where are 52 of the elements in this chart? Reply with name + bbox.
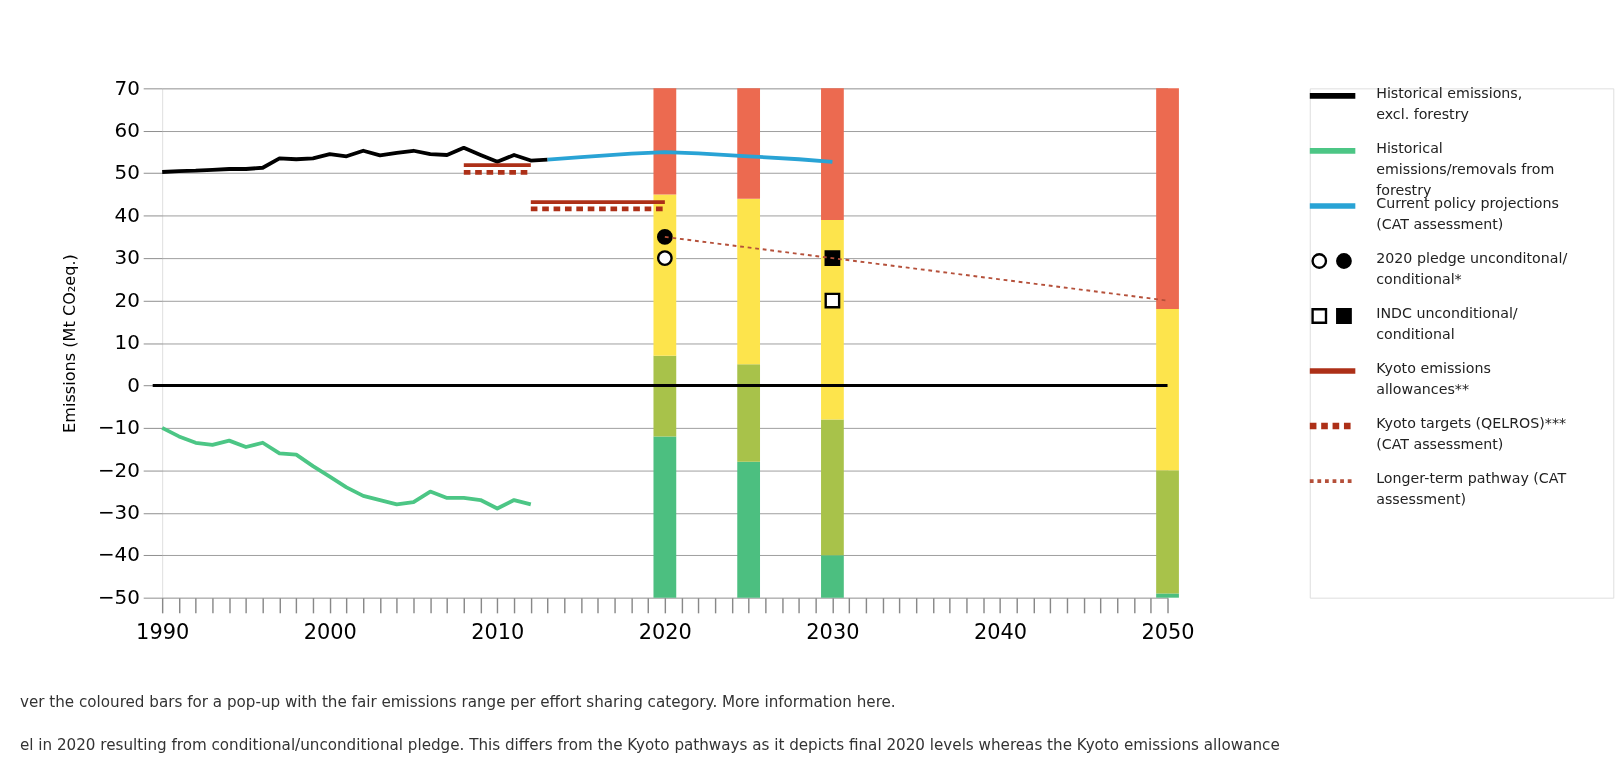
x-tick-label: 2020 xyxy=(638,619,692,644)
y-tick-label: −20 xyxy=(97,458,140,482)
x-tick-label: 2010 xyxy=(471,619,525,644)
y-tick-label: 20 xyxy=(114,288,140,312)
bar xyxy=(821,419,844,556)
bar xyxy=(821,555,844,598)
bar xyxy=(821,88,844,220)
bar xyxy=(653,88,677,195)
y-tick-label: −30 xyxy=(97,500,140,524)
y-tick-label: 10 xyxy=(114,331,140,355)
y-axis-title: Emissions (Mt CO₂eq.) xyxy=(60,254,80,433)
y-tick-label: −40 xyxy=(97,543,140,567)
x-tick-label: 2050 xyxy=(1141,619,1195,644)
y-tick-label: 30 xyxy=(114,246,140,270)
point xyxy=(824,292,841,309)
y-tick-label: 40 xyxy=(114,203,140,227)
bar xyxy=(653,355,677,437)
x-tick-label: 1990 xyxy=(136,619,190,644)
x-tick-label: 2040 xyxy=(973,619,1027,644)
legend-label: Historical emissions, excl. forestry xyxy=(1376,84,1523,122)
text: ver the coloured bars for a pop-up with the fair emissions range per effort sharing category. More information here. xyxy=(19,692,896,711)
legend-label: Longer-term pathway (CAT assessment) xyxy=(1376,469,1567,507)
legend-label: 2020 pledge unconditonal/ conditional* xyxy=(1376,249,1568,287)
bar xyxy=(821,219,844,420)
y-tick-label: 60 xyxy=(114,118,140,142)
legend-label: INDC unconditional/ conditional xyxy=(1376,304,1518,342)
line-series xyxy=(545,150,835,164)
bar xyxy=(737,198,761,365)
bar xyxy=(1156,88,1179,310)
bar xyxy=(653,436,677,598)
legend-label: Historical emissions/removals from forestry xyxy=(1376,139,1555,198)
y-tick-label: −10 xyxy=(97,416,140,440)
bar xyxy=(1156,309,1179,471)
legend-label: Kyoto emissions allowances** xyxy=(1376,359,1491,397)
legend-label: Kyoto targets (QELROS)*** (CAT assessment) xyxy=(1376,414,1567,452)
point xyxy=(824,250,841,267)
bar xyxy=(1156,470,1179,594)
line-series xyxy=(160,145,550,174)
y-tick-label: 50 xyxy=(114,161,140,185)
y-tick-label: 0 xyxy=(127,373,140,397)
text: el in 2020 resulting from conditional/unconditional pledge. This differs from the Kyoto pathways as it depicts final 2020 levels whereas the Kyoto emissions allowance xyxy=(19,736,1280,755)
point xyxy=(656,229,673,245)
bar xyxy=(737,461,761,598)
bar xyxy=(737,364,761,462)
bar xyxy=(1156,593,1179,598)
point xyxy=(656,250,673,267)
y-tick-label: 70 xyxy=(114,76,140,100)
x-tick-label: 2000 xyxy=(303,619,357,644)
line-series xyxy=(160,426,533,511)
y-tick-label: −50 xyxy=(97,585,140,609)
x-tick-label: 2030 xyxy=(806,619,860,644)
bar xyxy=(737,88,761,199)
